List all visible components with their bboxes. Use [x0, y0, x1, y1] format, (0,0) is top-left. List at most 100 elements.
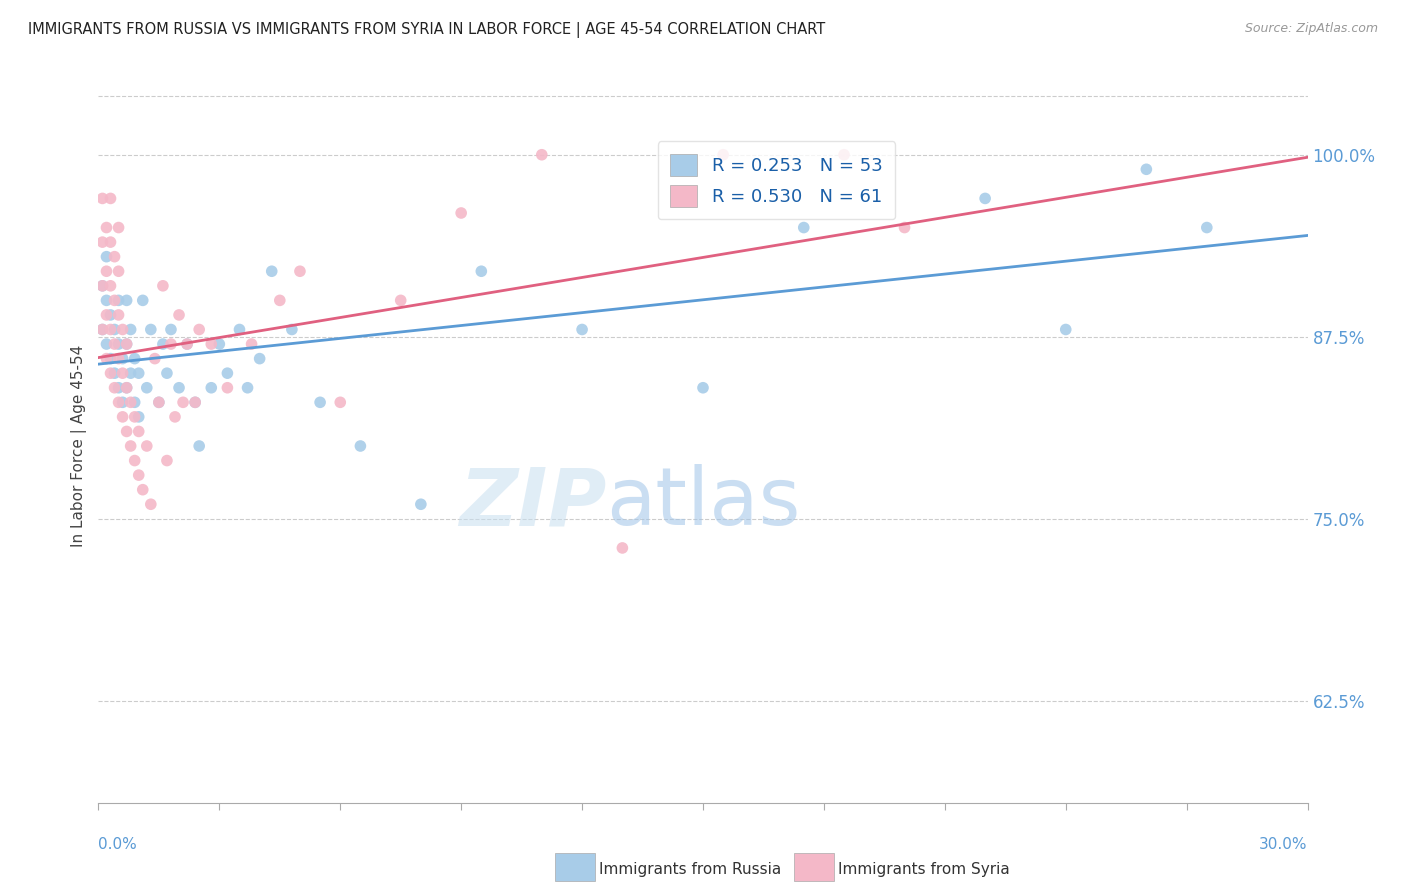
Point — [115, 381, 138, 395]
Point — [100, 366, 122, 380]
Point — [450, 206, 472, 220]
Y-axis label: In Labor Force | Age 45-54: In Labor Force | Age 45-54 — [72, 345, 87, 547]
Point — [1195, 220, 1218, 235]
Point — [91, 322, 114, 336]
Point — [281, 322, 304, 336]
Point — [152, 278, 174, 293]
Point — [124, 409, 146, 424]
Point — [132, 483, 155, 497]
Point — [893, 220, 915, 235]
Point — [107, 293, 129, 308]
Point — [167, 308, 190, 322]
Point — [120, 366, 142, 380]
Point — [132, 293, 155, 308]
Point — [156, 453, 179, 467]
Point — [120, 439, 142, 453]
Point — [172, 395, 194, 409]
Point — [156, 366, 179, 380]
Point — [128, 468, 150, 483]
Point — [329, 395, 352, 409]
Point — [188, 439, 211, 453]
Point — [184, 395, 207, 409]
Point — [188, 322, 211, 336]
Point — [111, 351, 134, 366]
Point — [349, 439, 371, 453]
Point — [176, 337, 198, 351]
Point — [184, 395, 207, 409]
Point — [124, 395, 146, 409]
Point — [269, 293, 291, 308]
Point — [176, 337, 198, 351]
Point — [143, 351, 166, 366]
Point — [128, 425, 150, 439]
Text: IMMIGRANTS FROM RUSSIA VS IMMIGRANTS FROM SYRIA IN LABOR FORCE | AGE 45-54 CORRE: IMMIGRANTS FROM RUSSIA VS IMMIGRANTS FRO… — [28, 22, 825, 38]
Point — [139, 497, 162, 511]
Point — [167, 381, 190, 395]
Point — [135, 381, 157, 395]
Point — [91, 322, 114, 336]
Text: Immigrants from Syria: Immigrants from Syria — [838, 863, 1010, 877]
Text: Immigrants from Russia: Immigrants from Russia — [599, 863, 782, 877]
Point — [124, 351, 146, 366]
Point — [832, 147, 855, 161]
Point — [249, 351, 271, 366]
Point — [115, 337, 138, 351]
Point — [100, 308, 122, 322]
Text: Source: ZipAtlas.com: Source: ZipAtlas.com — [1244, 22, 1378, 36]
Legend: R = 0.253   N = 53, R = 0.530   N = 61: R = 0.253 N = 53, R = 0.530 N = 61 — [658, 141, 896, 219]
Point — [612, 541, 634, 555]
Point — [100, 351, 122, 366]
Point — [91, 235, 114, 249]
Point — [409, 497, 432, 511]
Point — [163, 409, 186, 424]
Point — [200, 337, 222, 351]
Point — [240, 337, 263, 351]
Point — [135, 439, 157, 453]
Point — [107, 308, 129, 322]
Point — [91, 278, 114, 293]
Point — [217, 366, 239, 380]
Point — [107, 351, 129, 366]
Point — [100, 278, 122, 293]
Point — [103, 337, 125, 351]
Point — [217, 381, 239, 395]
Point — [389, 293, 412, 308]
Point — [96, 308, 118, 322]
Point — [120, 395, 142, 409]
Point — [793, 220, 815, 235]
Point — [111, 395, 134, 409]
Point — [139, 322, 162, 336]
Point — [152, 337, 174, 351]
Point — [115, 425, 138, 439]
Point — [115, 337, 138, 351]
Point — [120, 322, 142, 336]
Point — [103, 293, 125, 308]
Text: atlas: atlas — [606, 464, 800, 542]
Point — [103, 366, 125, 380]
Point — [96, 220, 118, 235]
Point — [96, 293, 118, 308]
Point — [103, 322, 125, 336]
Point — [208, 337, 231, 351]
Point — [530, 147, 553, 161]
Point — [103, 250, 125, 264]
Point — [160, 337, 183, 351]
Point — [148, 395, 170, 409]
Point — [96, 351, 118, 366]
Point — [115, 293, 138, 308]
Point — [128, 366, 150, 380]
Point — [96, 250, 118, 264]
Text: 0.0%: 0.0% — [98, 837, 138, 852]
Point — [107, 264, 129, 278]
Point — [148, 395, 170, 409]
Point — [96, 337, 118, 351]
Point — [470, 264, 492, 278]
Point — [111, 322, 134, 336]
Text: 30.0%: 30.0% — [1260, 837, 1308, 852]
Point — [1054, 322, 1077, 336]
Point — [288, 264, 311, 278]
Point — [711, 147, 734, 161]
Point — [103, 381, 125, 395]
Point — [309, 395, 332, 409]
Point — [100, 191, 122, 205]
